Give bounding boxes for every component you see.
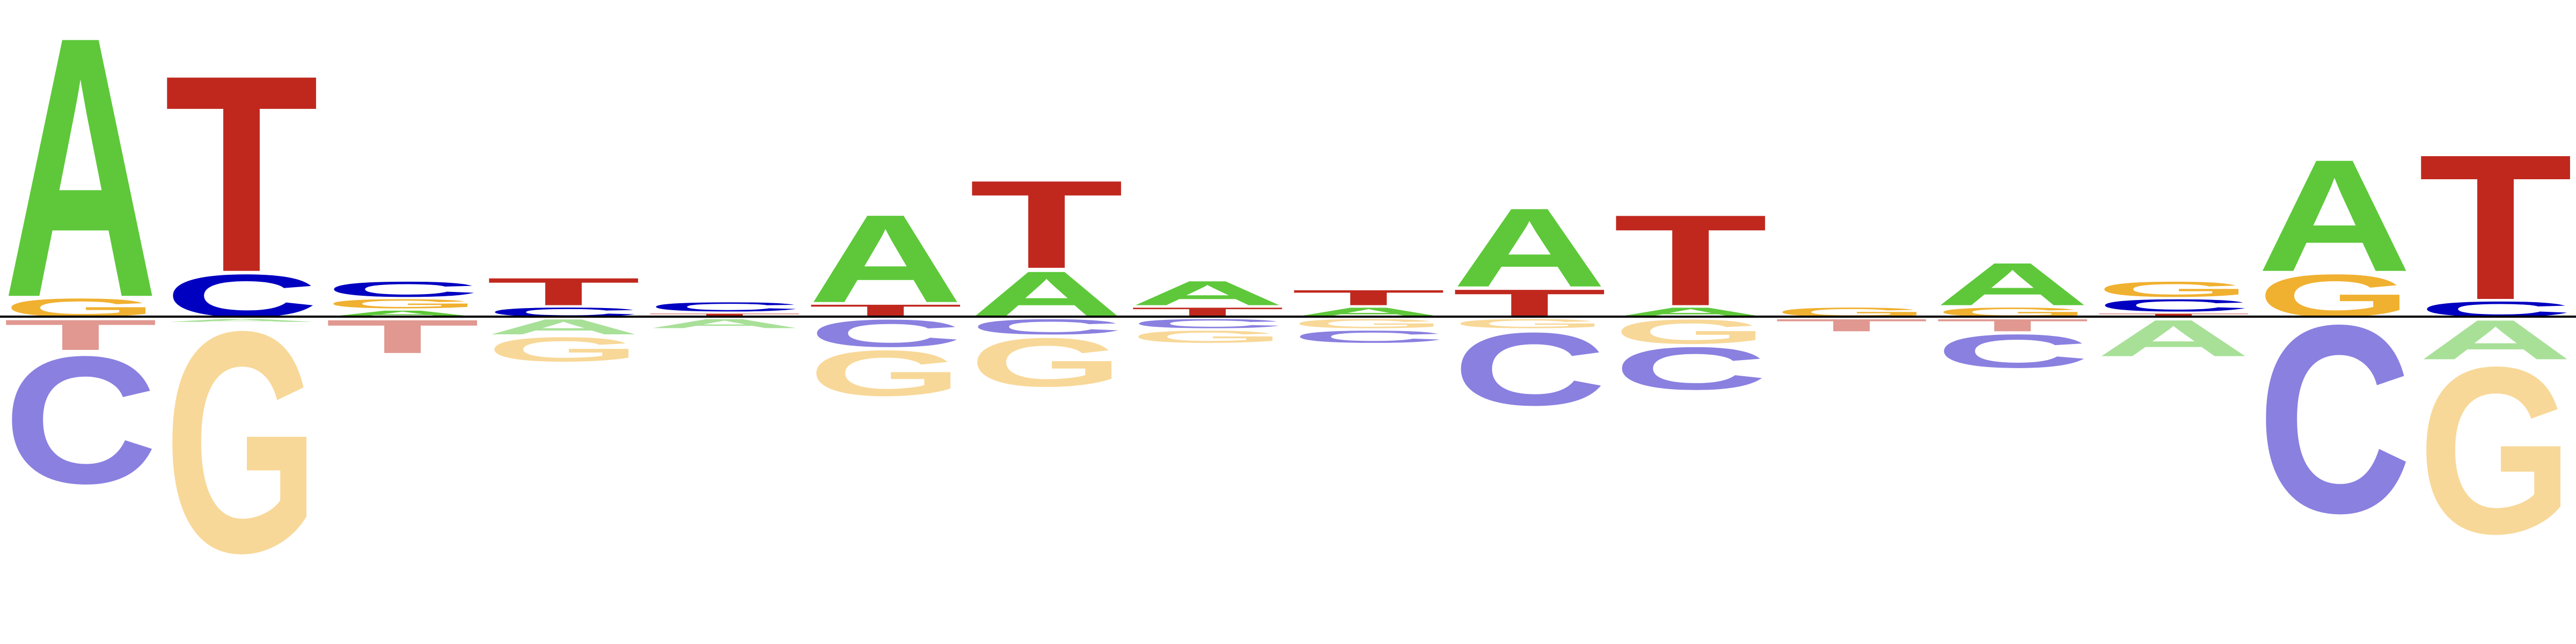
position-15-up-a-letter: A bbox=[2257, 126, 2412, 305]
position-14-up-t-letter: T bbox=[2096, 313, 2251, 318]
position-14-up-g-letter: G bbox=[2096, 277, 2251, 302]
position-5-up-t-letter: T bbox=[647, 313, 802, 318]
position-1-down-t-letter: T bbox=[3, 311, 158, 359]
position-16-down-g-letter: G bbox=[2418, 317, 2573, 583]
position-15-down-c-letter: C bbox=[2257, 269, 2412, 569]
position-4-down-a-letter: A bbox=[486, 315, 641, 339]
position-9-down-g-letter: G bbox=[1291, 316, 1446, 331]
position-5-up-c-letter: C bbox=[647, 299, 802, 314]
position-10-up-a-letter: A bbox=[1452, 185, 1607, 310]
position-2-down-g-letter: G bbox=[164, 266, 319, 619]
position-10-up-t-letter: T bbox=[1452, 282, 1607, 325]
position-15-up-g-letter: G bbox=[2257, 262, 2412, 330]
position-14-up-c-letter: C bbox=[2096, 296, 2251, 315]
position-14-down-a-letter: A bbox=[2096, 309, 2251, 367]
position-2-up-c-letter: C bbox=[164, 262, 319, 330]
position-6-down-g-letter: G bbox=[808, 337, 963, 409]
position-9-up-t-letter: T bbox=[1291, 286, 1446, 310]
position-11-down-c-letter: C bbox=[1613, 335, 1768, 402]
position-16-up-t-letter: T bbox=[2418, 112, 2573, 343]
position-2-up-t-letter: T bbox=[164, 17, 319, 331]
position-8-down-c-letter: C bbox=[1130, 317, 1285, 331]
position-3-up-c-letter: C bbox=[325, 277, 480, 302]
position-13-down-c-letter: C bbox=[1935, 325, 2090, 378]
position-5-down-a-letter: A bbox=[647, 317, 802, 331]
position-8-up-a-letter: A bbox=[1130, 274, 1285, 312]
position-3-down-t-letter: T bbox=[325, 310, 480, 363]
position-13-up-a-letter: A bbox=[1935, 251, 2090, 318]
position-4-down-g-letter: G bbox=[486, 330, 641, 369]
position-7-down-c-letter: C bbox=[969, 315, 1124, 339]
position-12-down-t-letter: T bbox=[1774, 316, 1929, 335]
position-7-up-a-letter: A bbox=[969, 258, 1124, 331]
position-7-down-g-letter: G bbox=[969, 324, 1124, 401]
position-3-up-g-letter: G bbox=[325, 296, 480, 311]
position-16-down-a-letter: A bbox=[2418, 309, 2573, 371]
position-6-down-c-letter: C bbox=[808, 312, 963, 355]
position-11-up-t-letter: T bbox=[1613, 188, 1768, 333]
position-13-down-t-letter: T bbox=[1935, 316, 2090, 335]
position-1-up-a-letter: A bbox=[3, 0, 158, 375]
position-11-down-g-letter: G bbox=[1613, 312, 1768, 351]
position-6-up-a-letter: A bbox=[808, 189, 963, 329]
position-1-down-c-letter: C bbox=[3, 319, 158, 522]
position-2-down-a-letter: A bbox=[164, 318, 319, 323]
position-10-down-g-letter: G bbox=[1452, 316, 1607, 331]
position-8-down-g-letter: G bbox=[1130, 327, 1285, 346]
position-4-up-t-letter: T bbox=[486, 270, 641, 313]
position-7-up-t-letter: T bbox=[969, 154, 1124, 294]
position-10-down-c-letter: C bbox=[1452, 311, 1607, 427]
position-9-down-c-letter: C bbox=[1291, 327, 1446, 346]
